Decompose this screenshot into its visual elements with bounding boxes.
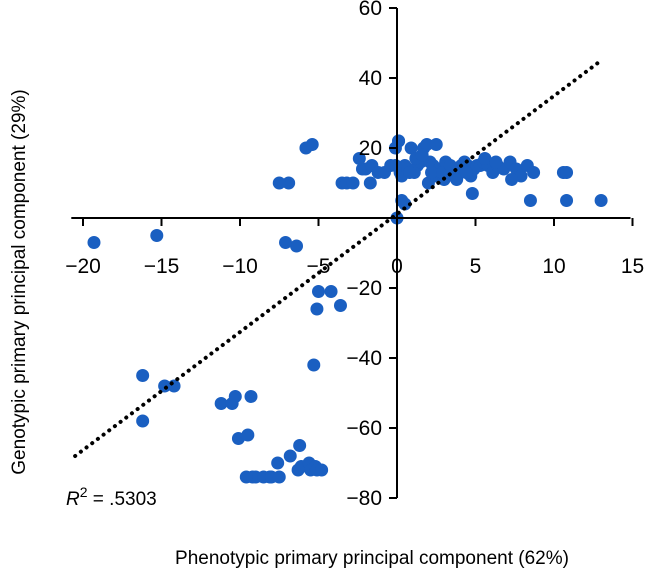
y-tick-label: −20: [346, 277, 382, 300]
y-axis-title: Genotypic primary principal component (2…: [9, 89, 30, 474]
data-point: [450, 173, 464, 186]
data-point: [293, 439, 307, 452]
data-point: [310, 302, 324, 316]
y-tick-label: 60: [359, 0, 382, 20]
data-point: [282, 176, 296, 190]
data-points: [87, 134, 608, 484]
data-point: [279, 236, 293, 249]
x-tick-label: 5: [470, 255, 482, 278]
y-tick-label: −80: [346, 487, 382, 510]
data-point: [307, 358, 321, 372]
r-value: = .5303: [88, 489, 157, 510]
x-tick-label: −20: [65, 255, 101, 278]
data-point: [271, 456, 285, 470]
data-point: [594, 194, 608, 207]
data-point: [136, 414, 150, 428]
data-point: [158, 379, 172, 393]
data-point: [404, 141, 418, 155]
data-point: [560, 194, 574, 207]
y-tick-label: −60: [346, 417, 382, 440]
data-point: [241, 428, 255, 442]
data-point: [523, 194, 537, 207]
data-point: [272, 470, 286, 484]
data-point: [425, 166, 439, 179]
r-symbol: R: [66, 489, 80, 510]
data-point: [87, 236, 101, 249]
data-point: [283, 449, 297, 463]
data-point: [465, 187, 479, 200]
data-point: [352, 152, 366, 165]
x-tick-label: 15: [621, 255, 644, 278]
data-point: [150, 229, 164, 242]
y-tick-label: 40: [359, 67, 382, 90]
data-point: [324, 285, 338, 298]
x-tick-label: 10: [542, 255, 565, 278]
data-point: [214, 397, 228, 410]
data-point: [244, 390, 258, 403]
axis-ticks: −20 −15 −10 −5 0 5 10 15 −80 −60 −40 −20 20 40 60: [65, 0, 644, 510]
x-tick-label: −5: [307, 255, 331, 278]
data-point: [346, 176, 360, 190]
data-point: [443, 159, 457, 172]
data-point: [489, 155, 503, 169]
data-point: [527, 166, 541, 179]
data-point: [136, 369, 150, 382]
data-point: [560, 166, 574, 179]
data-point: [420, 138, 434, 151]
y-tick-label: 20: [359, 137, 382, 160]
data-point: [333, 299, 347, 312]
fit-line: [73, 58, 604, 458]
r-superscript: 2: [80, 484, 88, 500]
data-point: [239, 470, 253, 484]
data-point: [228, 390, 242, 403]
data-point: [429, 138, 443, 151]
data-point: [478, 152, 492, 165]
x-tick-label: 0: [391, 255, 403, 278]
data-point: [315, 463, 329, 477]
y-tick-label: −40: [346, 347, 382, 370]
data-point: [505, 173, 519, 186]
data-point: [398, 197, 412, 211]
data-point: [312, 285, 325, 298]
x-tick-label: −10: [222, 255, 258, 278]
data-point: [272, 176, 286, 190]
data-point: [305, 138, 319, 151]
data-point: [459, 166, 473, 179]
data-point: [363, 176, 377, 190]
x-axis-title: Phenotypic primary principal component (…: [175, 548, 569, 569]
r-squared-annotation: R2 = .5303: [66, 484, 157, 510]
data-point: [167, 379, 181, 393]
data-point: [415, 148, 429, 162]
data-point: [403, 166, 417, 179]
x-tick-label: −15: [144, 255, 180, 278]
data-point: [290, 239, 304, 253]
